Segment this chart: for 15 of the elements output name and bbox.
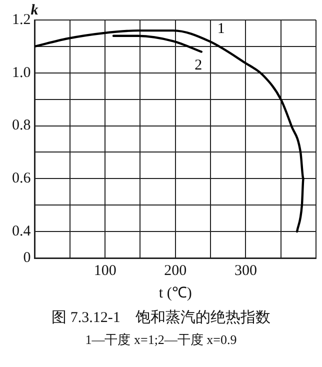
y-tick-label: 0.4 [12,223,32,240]
y-tick-label: 1.0 [12,64,31,81]
y-tick-label: 0.8 [12,118,31,134]
y-tick-label: 1.2 [12,12,31,28]
y-tick-label: 0 [23,250,31,266]
series-label: 2 [194,58,202,74]
x-tick-label: 200 [164,262,187,279]
x-tick-label: 100 [94,262,116,279]
x-tick-label: 300 [234,262,257,279]
text: 1—干度 x=1;2—干度 x=0.9 [84,331,238,349]
x-axis-title: t (℃) [158,285,192,302]
y-tick-label: 0.6 [12,170,32,187]
text: 图 7.3.12-1 饱和蒸汽的绝热指数 [50,308,272,327]
y-axis-title: k [30,2,39,18]
series-label: 1 [217,21,225,38]
